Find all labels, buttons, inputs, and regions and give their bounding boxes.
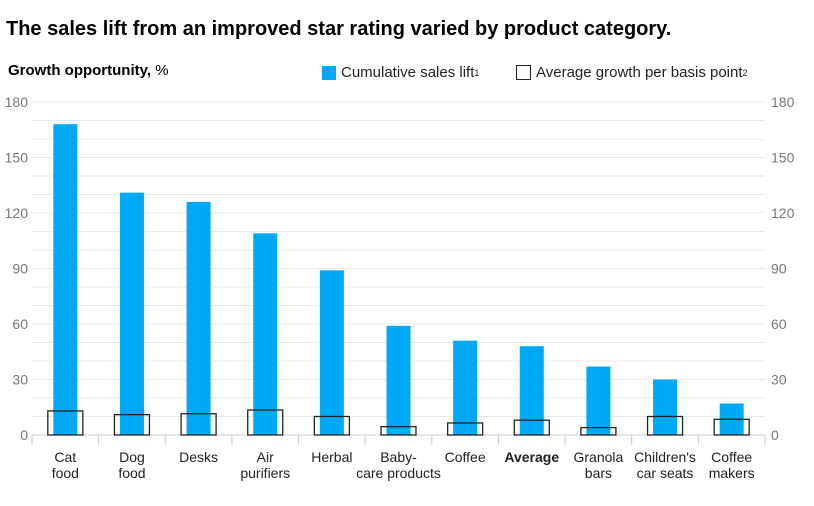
bar-growth-per-bp	[580, 426, 617, 436]
bar-growth-per-bp	[247, 409, 284, 436]
legend-swatch-filled	[322, 65, 336, 80]
bar-sales-lift	[253, 233, 278, 435]
legend-item-sales-lift: Cumulative sales lift 1	[322, 64, 479, 81]
y-tick-label-left: 60	[12, 316, 28, 332]
bar-growth-per-bp	[513, 419, 550, 436]
x-tick-label: bars	[585, 465, 612, 481]
bar-growth-per-bp	[380, 426, 417, 436]
bar-growth-per-bp	[180, 413, 217, 436]
y-tick-label-right: 180	[771, 94, 795, 110]
y-axis-label: Growth opportunity, %	[8, 62, 169, 79]
bar-growth-per-bp	[113, 413, 151, 436]
y-tick-label-right: 60	[771, 316, 787, 332]
x-tick-label: Herbal	[311, 449, 352, 465]
bar-growth-per-bp	[713, 418, 750, 436]
y-tick-label-right: 90	[771, 261, 787, 277]
x-tick-label: food	[52, 465, 79, 481]
chart-title: The sales lift from an improved star rat…	[6, 18, 672, 40]
bar-growth-per-bp	[47, 410, 84, 436]
x-tick-label: Dog	[119, 449, 145, 465]
y-tick-label-left: 120	[5, 205, 29, 221]
y-tick-label-right: 30	[771, 372, 787, 388]
x-tick-label: Granola	[574, 449, 624, 465]
y-tick-label-left: 150	[5, 150, 29, 166]
bar-growth-per-bp	[646, 415, 684, 436]
y-tick-label-right: 150	[771, 150, 795, 166]
bar-sales-lift	[453, 340, 478, 435]
bar-growth-per-bp	[313, 415, 351, 436]
y-tick-label-left: 180	[5, 94, 29, 110]
x-tick-label: food	[118, 465, 145, 481]
bar-sales-lift	[53, 124, 78, 435]
bar-growth-per-bp	[446, 422, 484, 436]
x-tick-label: Cat	[54, 449, 76, 465]
bar-sales-lift	[519, 346, 544, 435]
y-tick-label-left: 0	[20, 427, 28, 443]
x-tick-label: Average	[504, 449, 559, 465]
x-tick-label: Air	[257, 449, 274, 465]
y-tick-label-right: 120	[771, 205, 795, 221]
legend-item-growth-per-bp: Average growth per basis point 2	[516, 64, 748, 81]
bar-sales-lift	[319, 270, 344, 435]
x-tick-label: purifiers	[240, 465, 290, 481]
y-tick-label-left: 30	[12, 372, 28, 388]
x-tick-label: Baby-	[380, 449, 417, 465]
x-tick-label: car seats	[637, 465, 694, 481]
x-tick-label: Coffee	[445, 449, 486, 465]
bar-sales-lift	[119, 192, 144, 435]
x-tick-label: Desks	[179, 449, 218, 465]
x-tick-label: Children's	[634, 449, 696, 465]
bar-sales-lift	[386, 325, 411, 435]
bar-sales-lift	[586, 366, 611, 435]
y-tick-label-right: 0	[771, 427, 779, 443]
legend-swatch-outline	[516, 65, 531, 80]
x-tick-label: Coffee	[711, 449, 752, 465]
bar-sales-lift	[186, 201, 211, 435]
bar-sales-lift	[653, 379, 678, 435]
y-tick-label-left: 90	[12, 261, 28, 277]
x-tick-label: makers	[709, 465, 755, 481]
x-tick-label: care products	[356, 465, 441, 481]
